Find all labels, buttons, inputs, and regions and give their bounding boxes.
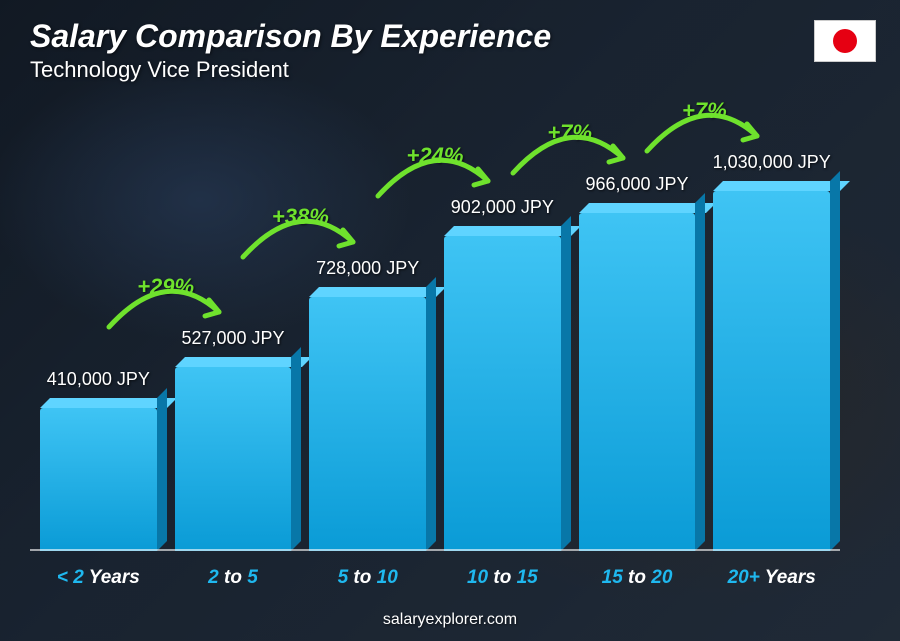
category-labels: < 2 Years 2 to 5 5 to 10 10 to 15 15 to 20 20… (40, 567, 830, 589)
chart-area: 410,000 JPY527,000 JPY728,000 JPY902,000… (40, 100, 830, 551)
bar-face (175, 367, 292, 551)
pct-label: +24% (370, 143, 500, 169)
bar-col: 966,000 JPY (579, 213, 696, 551)
bar-side (426, 277, 436, 551)
flag-dot (833, 29, 857, 53)
bar (444, 236, 561, 551)
page-title: Salary Comparison By Experience (30, 18, 870, 55)
bar (713, 191, 830, 551)
category-label: 15 to 20 (579, 567, 696, 589)
bar-face (713, 191, 830, 551)
pct-label: +38% (235, 204, 365, 230)
value-label: 728,000 JPY (298, 258, 438, 279)
bar-face (579, 213, 696, 551)
bar (579, 213, 696, 551)
header: Salary Comparison By Experience Technolo… (30, 18, 870, 83)
bar-side (830, 171, 840, 551)
category-label: < 2 Years (40, 567, 157, 589)
bar-col: 1,030,000 JPY (713, 191, 830, 551)
bar-side (291, 347, 301, 551)
page-subtitle: Technology Vice President (30, 57, 870, 83)
bar (309, 297, 426, 551)
value-label: 902,000 JPY (432, 197, 572, 218)
bar-col: 527,000 JPY (175, 367, 292, 551)
bar-face (444, 236, 561, 551)
value-label: 966,000 JPY (567, 174, 707, 195)
bar-col: 410,000 JPY (40, 408, 157, 551)
pct-label: +29% (101, 274, 231, 300)
bar-side (157, 388, 167, 551)
footer-credit: salaryexplorer.com (0, 611, 900, 629)
value-label: 410,000 JPY (28, 369, 168, 390)
bar-face (309, 297, 426, 551)
value-label: 527,000 JPY (163, 328, 303, 349)
bar-col: 728,000 JPY (309, 297, 426, 551)
category-label: 5 to 10 (309, 567, 426, 589)
x-axis-line (30, 549, 840, 551)
japan-flag-icon (814, 20, 876, 62)
bar (40, 408, 157, 551)
bar (175, 367, 292, 551)
category-label: 2 to 5 (175, 567, 292, 589)
category-label: 10 to 15 (444, 567, 561, 589)
pct-label: +7% (505, 120, 635, 146)
bar-col: 902,000 JPY (444, 236, 561, 551)
pct-label: +7% (639, 98, 769, 124)
bar-side (695, 193, 705, 551)
category-label: 20+ Years (713, 567, 830, 589)
bar-side (561, 216, 571, 551)
bar-face (40, 408, 157, 551)
value-label: 1,030,000 JPY (702, 152, 842, 173)
